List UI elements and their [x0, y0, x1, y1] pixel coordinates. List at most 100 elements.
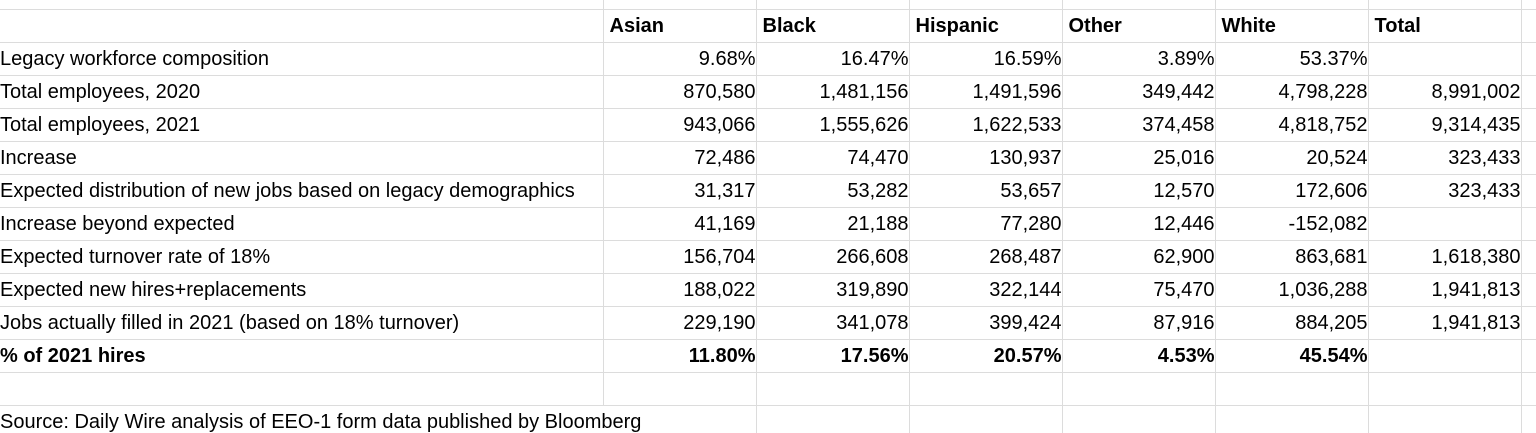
cell-value[interactable]: 1,481,156 [756, 75, 910, 109]
cell-value[interactable]: 9.68% [603, 42, 757, 76]
cell-value[interactable]: 31,317 [603, 174, 757, 208]
cell-value[interactable]: 943,066 [603, 108, 757, 142]
cell-value[interactable]: 4,798,228 [1215, 75, 1369, 109]
cell[interactable] [0, 0, 604, 10]
cell-value[interactable]: 17.56% [756, 339, 910, 373]
cell-value[interactable]: 87,916 [1062, 306, 1216, 340]
cell[interactable] [1521, 372, 1536, 406]
cell[interactable] [1521, 108, 1536, 142]
cell[interactable] [1521, 273, 1536, 307]
cell[interactable] [1521, 141, 1536, 175]
cell-value[interactable]: -152,082 [1215, 207, 1369, 241]
cell-value[interactable]: 172,606 [1215, 174, 1369, 208]
cell[interactable] [603, 0, 757, 10]
cell[interactable] [1368, 372, 1522, 406]
cell-value[interactable]: 4,818,752 [1215, 108, 1369, 142]
cell-value[interactable]: 21,188 [756, 207, 910, 241]
cell-value[interactable]: 870,580 [603, 75, 757, 109]
cell-value[interactable]: 11.80% [603, 339, 757, 373]
cell-value[interactable]: 319,890 [756, 273, 910, 307]
cell[interactable] [1521, 207, 1536, 241]
column-header-black[interactable]: Black [756, 9, 910, 43]
cell-value[interactable]: 1,941,813 [1368, 306, 1522, 340]
cell[interactable] [1062, 405, 1216, 433]
cell-value[interactable]: 20,524 [1215, 141, 1369, 175]
cell-value[interactable]: 3.89% [1062, 42, 1216, 76]
cell-value[interactable]: 1,491,596 [909, 75, 1063, 109]
cell-value[interactable]: 863,681 [1215, 240, 1369, 274]
cell[interactable] [1521, 75, 1536, 109]
row-label[interactable]: Total employees, 2021 [0, 108, 604, 142]
cell[interactable] [0, 372, 604, 406]
cell[interactable] [1521, 339, 1536, 373]
row-label[interactable]: Increase [0, 141, 604, 175]
cell-value[interactable]: 323,433 [1368, 174, 1522, 208]
cell[interactable] [756, 372, 910, 406]
cell-value[interactable]: 62,900 [1062, 240, 1216, 274]
cell-value[interactable]: 1,036,288 [1215, 273, 1369, 307]
cell-value[interactable]: 53.37% [1215, 42, 1369, 76]
row-label[interactable]: Expected new hires+replacements [0, 273, 604, 307]
cell-value[interactable]: 1,555,626 [756, 108, 910, 142]
cell-value[interactable]: 53,657 [909, 174, 1063, 208]
cell[interactable] [1521, 42, 1536, 76]
column-header-hispanic[interactable]: Hispanic [909, 9, 1063, 43]
cell-value[interactable]: 268,487 [909, 240, 1063, 274]
cell[interactable] [1521, 306, 1536, 340]
cell-value[interactable]: 72,486 [603, 141, 757, 175]
cell-value[interactable]: 1,622,533 [909, 108, 1063, 142]
cell[interactable] [1521, 405, 1536, 433]
cell[interactable] [603, 372, 757, 406]
cell-value[interactable]: 74,470 [756, 141, 910, 175]
cell-value[interactable]: 16.47% [756, 42, 910, 76]
cell[interactable] [909, 0, 1063, 10]
cell-value[interactable] [1368, 42, 1522, 76]
cell[interactable] [1062, 372, 1216, 406]
cell-value[interactable]: 374,458 [1062, 108, 1216, 142]
cell[interactable] [909, 372, 1063, 406]
cell-value[interactable]: 12,446 [1062, 207, 1216, 241]
column-header-white[interactable]: White [1215, 9, 1369, 43]
cell-value[interactable] [1368, 339, 1522, 373]
cell-value[interactable]: 77,280 [909, 207, 1063, 241]
cell-value[interactable]: 399,424 [909, 306, 1063, 340]
cell-value[interactable]: 266,608 [756, 240, 910, 274]
cell-value[interactable]: 322,144 [909, 273, 1063, 307]
cell-value[interactable] [1368, 207, 1522, 241]
row-label[interactable]: Expected turnover rate of 18% [0, 240, 604, 274]
row-label[interactable]: Increase beyond expected [0, 207, 604, 241]
cell[interactable] [1521, 0, 1536, 10]
cell-value[interactable]: 45.54% [1215, 339, 1369, 373]
row-label[interactable]: Legacy workforce composition [0, 42, 604, 76]
cell-value[interactable]: 884,205 [1215, 306, 1369, 340]
cell-value[interactable]: 229,190 [603, 306, 757, 340]
cell-value[interactable]: 349,442 [1062, 75, 1216, 109]
row-label[interactable]: Total employees, 2020 [0, 75, 604, 109]
column-header-asian[interactable]: Asian [603, 9, 757, 43]
cell[interactable] [1215, 372, 1369, 406]
cell-value[interactable]: 341,078 [756, 306, 910, 340]
cell[interactable] [1368, 405, 1522, 433]
cell-value[interactable]: 1,941,813 [1368, 273, 1522, 307]
source-note[interactable]: Source: Daily Wire analysis of EEO-1 for… [0, 405, 757, 433]
cell-value[interactable]: 75,470 [1062, 273, 1216, 307]
cell-value[interactable]: 188,022 [603, 273, 757, 307]
cell[interactable] [756, 405, 910, 433]
cell[interactable] [1215, 0, 1369, 10]
cell[interactable] [1521, 174, 1536, 208]
cell-value[interactable]: 41,169 [603, 207, 757, 241]
cell-value[interactable]: 4.53% [1062, 339, 1216, 373]
cell[interactable] [1368, 0, 1522, 10]
cell[interactable] [1062, 0, 1216, 10]
cell[interactable] [756, 0, 910, 10]
cell-value[interactable]: 156,704 [603, 240, 757, 274]
cell-value[interactable]: 16.59% [909, 42, 1063, 76]
row-label[interactable]: % of 2021 hires [0, 339, 604, 373]
cell-value[interactable]: 25,016 [1062, 141, 1216, 175]
cell[interactable] [1521, 240, 1536, 274]
column-header-other[interactable]: Other [1062, 9, 1216, 43]
cell[interactable] [1215, 405, 1369, 433]
cell-value[interactable]: 9,314,435 [1368, 108, 1522, 142]
cell-value[interactable]: 8,991,002 [1368, 75, 1522, 109]
cell-value[interactable]: 20.57% [909, 339, 1063, 373]
